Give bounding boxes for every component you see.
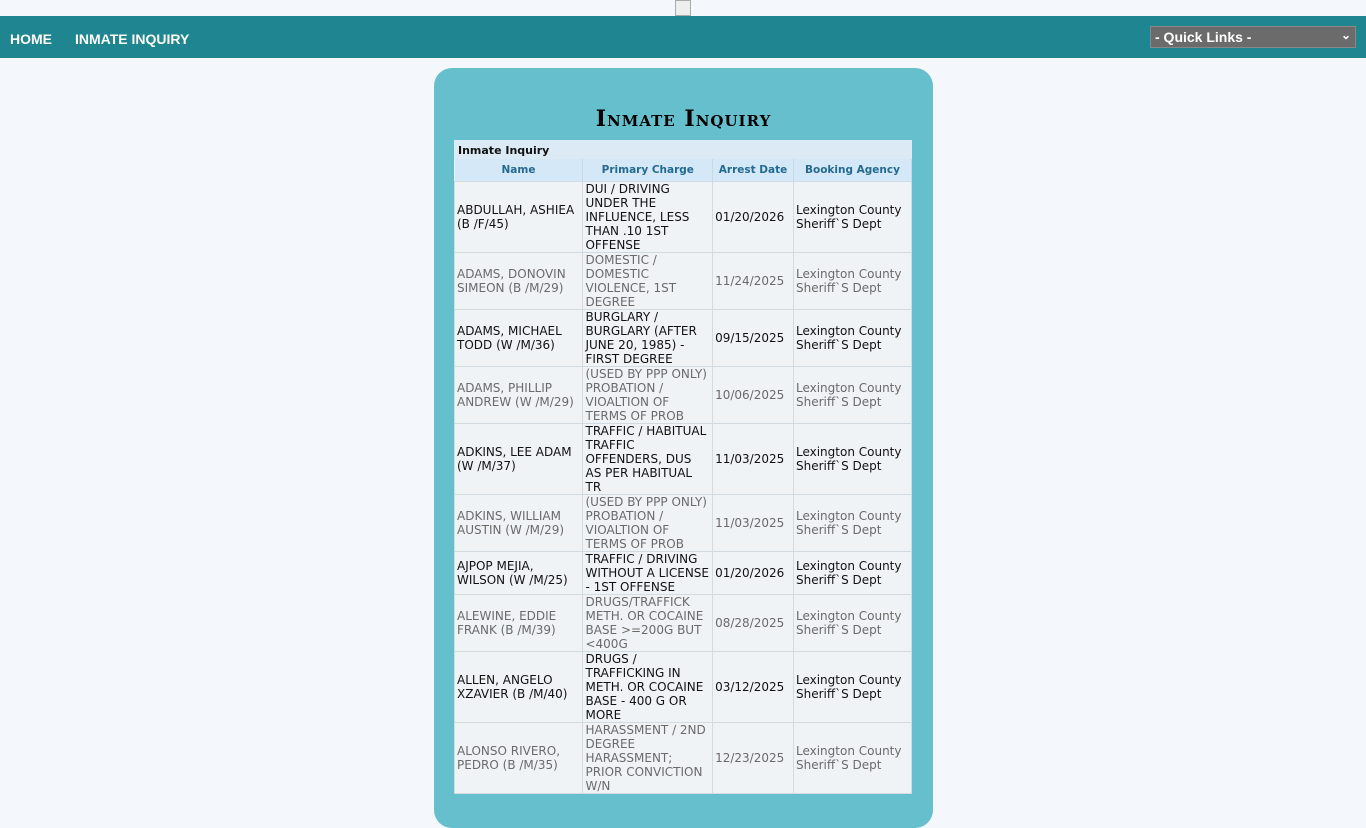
table-row[interactable]: ALLEN, ANGELO XZAVIER (B /M/40) DRUGS / T…: [453, 651, 913, 723]
primary-charge: DRUGS/TRAFFICK METH. OR COCAINE BASE >=2…: [582, 594, 714, 652]
column-header[interactable]: Arrest Date: [712, 159, 794, 182]
top-nav: HOME INMATE INQUIRY - Quick Links - ⌄: [0, 16, 1366, 58]
booking-agency: Lexington County Sheriff`S Dept: [792, 252, 913, 310]
booking-agency: Lexington County Sheriff`S Dept: [792, 423, 913, 495]
table-row[interactable]: ADKINS, LEE ADAM (W /M/37) TRAFFIC / HABI…: [453, 423, 913, 495]
primary-charge: BURGLARY / BURGLARY (AFTER JUNE 20, 1985…: [582, 309, 714, 367]
quick-links-value: - Quick Links -: [1155, 29, 1252, 45]
content-card: Inmate Inquiry Inmate Inquiry Name Primar…: [434, 68, 933, 828]
inmate-name[interactable]: AJPOP MEJIA, WILSON (W /M/25): [453, 551, 584, 595]
inmate-table: Inmate Inquiry Name Primary Charge Arrest …: [453, 140, 913, 794]
page-title: Inmate Inquiry: [595, 106, 772, 132]
primary-charge: TRAFFIC / HABITUAL TRAFFIC OFFENDERS, DU…: [582, 423, 714, 495]
inmate-name[interactable]: ADAMS, PHILLIP ANDREW (W /M/29): [453, 366, 584, 424]
booking-agency: Lexington County Sheriff`S Dept: [792, 494, 913, 552]
primary-charge: DOMESTIC / DOMESTIC VIOLENCE, 1ST DEGREE: [582, 252, 714, 310]
booking-agency: Lexington County Sheriff`S Dept: [792, 722, 913, 794]
arrest-date: 08/28/2025: [712, 594, 794, 652]
booking-agency: Lexington County Sheriff`S Dept: [792, 309, 913, 367]
inmate-name[interactable]: ALLEN, ANGELO XZAVIER (B /M/40): [453, 651, 584, 723]
booking-agency: Lexington County Sheriff`S Dept: [792, 366, 913, 424]
inmate-name[interactable]: ADAMS, DONOVIN SIMEON (B /M/29): [453, 252, 584, 310]
table-row[interactable]: AJPOP MEJIA, WILSON (W /M/25) TRAFFIC / D…: [453, 551, 913, 595]
table-row[interactable]: ADAMS, MICHAEL TODD (W /M/36) BURGLARY / …: [453, 309, 913, 367]
inmate-name[interactable]: ADAMS, MICHAEL TODD (W /M/36): [453, 309, 584, 367]
booking-agency: Lexington County Sheriff`S Dept: [792, 651, 913, 723]
primary-charge: HARASSMENT / 2ND DEGREE HARASSMENT; PRIO…: [582, 722, 714, 794]
arrest-date: 10/06/2025: [712, 366, 794, 424]
booking-agency: Lexington County Sheriff`S Dept: [792, 551, 913, 595]
table-caption: Inmate Inquiry: [454, 140, 912, 159]
primary-charge: (USED BY PPP ONLY) PROBATION / VIOALTION…: [582, 366, 714, 424]
booking-agency: Lexington County Sheriff`S Dept: [792, 594, 913, 652]
table-row[interactable]: ALEWINE, EDDIE FRANK (B /M/39) DRUGS/TRAF…: [453, 594, 913, 652]
inmate-name[interactable]: ALONSO RIVERO, PEDRO (B /M/35): [453, 722, 584, 794]
column-header[interactable]: Name: [454, 159, 584, 182]
table-row[interactable]: ALONSO RIVERO, PEDRO (B /M/35) HARASSMENT…: [453, 722, 913, 794]
primary-charge: (USED BY PPP ONLY) PROBATION / VIOALTION…: [582, 494, 714, 552]
nav-inmate-inquiry[interactable]: INMATE INQUIRY: [75, 31, 190, 47]
inmate-name[interactable]: ABDULLAH, ASHIEA (B /F/45): [453, 181, 584, 253]
arrest-date: 11/24/2025: [712, 252, 794, 310]
table-row[interactable]: ADAMS, PHILLIP ANDREW (W /M/29) (USED BY …: [453, 366, 913, 424]
arrest-date: 11/03/2025: [712, 494, 794, 552]
arrest-date: 11/03/2025: [712, 423, 794, 495]
inmate-name[interactable]: ADKINS, LEE ADAM (W /M/37): [453, 423, 584, 495]
header-image-broken: [675, 0, 691, 16]
chevron-down-icon: ⌄: [1340, 28, 1351, 42]
primary-charge: DUI / DRIVING UNDER THE INFLUENCE, LESS …: [582, 181, 714, 253]
booking-agency: Lexington County Sheriff`S Dept: [792, 181, 913, 253]
column-header[interactable]: Primary Charge: [582, 159, 714, 182]
arrest-date: 01/20/2026: [712, 551, 794, 595]
primary-charge: TRAFFIC / DRIVING WITHOUT A LICENSE - 1S…: [582, 551, 714, 595]
primary-charge: DRUGS / TRAFFICKING IN METH. OR COCAINE …: [582, 651, 714, 723]
arrest-date: 12/23/2025: [712, 722, 794, 794]
table-row[interactable]: ABDULLAH, ASHIEA (B /F/45) DUI / DRIVING …: [453, 181, 913, 253]
nav-home[interactable]: HOME: [10, 31, 52, 47]
table-row[interactable]: ADAMS, DONOVIN SIMEON (B /M/29) DOMESTIC …: [453, 252, 913, 310]
arrest-date: 03/12/2025: [712, 651, 794, 723]
arrest-date: 09/15/2025: [712, 309, 794, 367]
quick-links-select[interactable]: - Quick Links - ⌄: [1150, 26, 1356, 48]
inmate-name[interactable]: ALEWINE, EDDIE FRANK (B /M/39): [453, 594, 584, 652]
arrest-date: 01/20/2026: [712, 181, 794, 253]
inmate-name[interactable]: ADKINS, WILLIAM AUSTIN (W /M/29): [453, 494, 584, 552]
column-header[interactable]: Booking Agency: [793, 159, 913, 182]
table-row[interactable]: ADKINS, WILLIAM AUSTIN (W /M/29) (USED BY…: [453, 494, 913, 552]
